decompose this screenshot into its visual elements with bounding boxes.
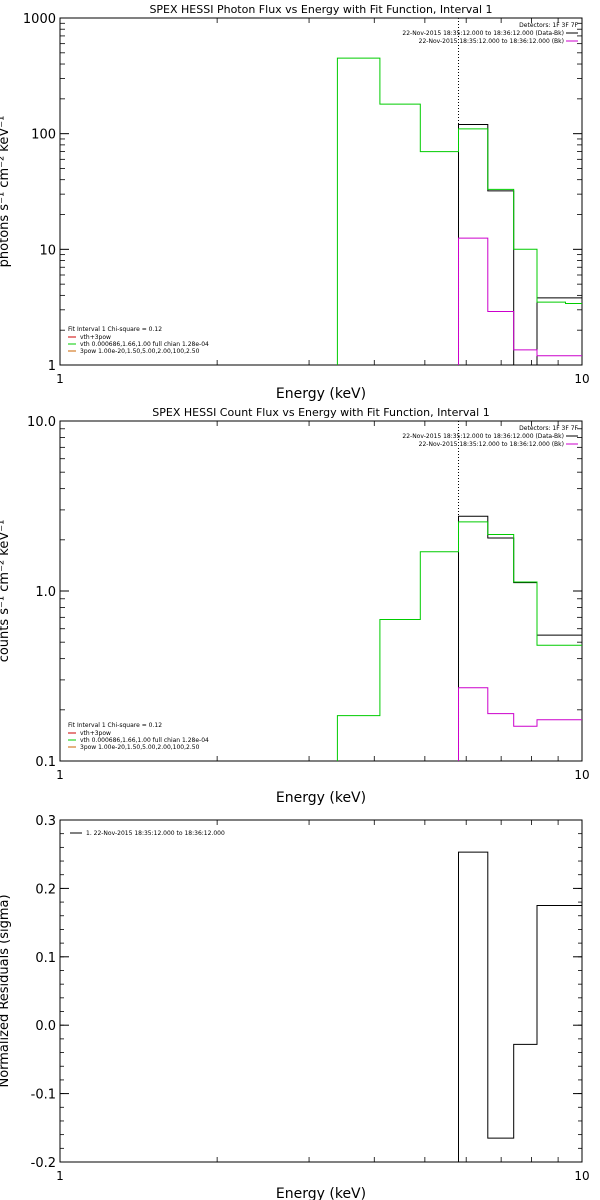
legend-entry: vth 0.000686,1.66,1.00 full chian 1.28e-…: [80, 341, 209, 348]
y-tick-label: 1.0: [35, 585, 56, 600]
plot-frame: [59, 17, 583, 366]
x-tick-label: 1: [56, 768, 64, 782]
legend-title: Detectors: 1F 3F 7F: [519, 22, 578, 29]
legend-entry: 3pow 1.00e-20,1.50,5.00,2.00,100,2.50: [80, 348, 200, 355]
x-tick-label: 10: [574, 372, 589, 386]
y-tick-label: -0.2: [31, 1156, 56, 1171]
x-minor-ticks: [216, 421, 559, 761]
legend-entry: 22-Nov-2015 18:35:12.000 to 18:36:12.000…: [402, 30, 564, 37]
legend-residuals: 1. 22-Nov-2015 18:35:12.000 to 18:36:12.…: [70, 830, 225, 837]
x-axis-label: Energy (keV): [276, 1186, 366, 1200]
y-tick-label: 0.0: [35, 1019, 56, 1034]
series-line: [336, 521, 582, 761]
series-vth-3pow: [336, 521, 582, 761]
chart-panel-3: 1 10 -0.2 -0.1 0.0 0.1 0.2 0.3 Energy (keV) Norma…: [0, 814, 590, 1200]
legend-entry: 22-Nov-2015 18:35:12.000 to 18:36:12.000…: [402, 433, 564, 440]
legend-entry: 3pow 1.00e-20,1.50,5.00,2.00,100,2.50: [80, 744, 200, 751]
y-axis-label: counts s⁻¹ cm⁻² keV⁻¹: [0, 520, 12, 663]
x-minor-ticks: [216, 18, 559, 365]
series-residuals: [458, 851, 582, 1162]
x-tick-label: 10: [574, 1169, 589, 1183]
legend-entry: 22-Nov-2015 18:35:12.000 to 18:36:12.000…: [419, 441, 564, 448]
y-tick-label: 1000: [23, 12, 56, 27]
y-tick-label: 0.1: [35, 951, 56, 966]
fit-legend-title: Fit Interval 1 Chi-square = 0.12: [68, 326, 162, 333]
series-line: [458, 237, 582, 365]
y-axis-label: Normalized Residuals (sigma): [0, 894, 12, 1087]
y-minor-ticks: [60, 819, 582, 1163]
y-tick-label: 0.2: [35, 882, 56, 897]
x-tick-label: 1: [56, 372, 64, 386]
y-tick-label: 10.0: [27, 415, 56, 430]
series-vth-3pow: [336, 57, 582, 365]
legend-entry: vth+3pow: [80, 730, 111, 737]
series-line: [458, 687, 582, 761]
y-tick-label: 100: [31, 128, 56, 143]
series-bk: [458, 237, 582, 365]
series-line: [458, 124, 582, 366]
series-line: [458, 515, 582, 761]
chart-panel-1: SPEX HESSI Photon Flux vs Energy with Fi…: [0, 3, 590, 402]
y-tick-label: 1: [48, 359, 56, 374]
y-tick-label: 0.1: [35, 755, 56, 770]
plot-frame: [59, 819, 583, 1163]
legend-entry: vth+3pow: [80, 334, 111, 341]
chart-panel-2: SPEX HESSI Count Flux vs Energy with Fit…: [0, 406, 590, 806]
x-axis-label: Energy (keV): [276, 386, 366, 402]
legend-entry: 1. 22-Nov-2015 18:35:12.000 to 18:36:12.…: [86, 830, 225, 837]
fit-legend-title: Fit Interval 1 Chi-square = 0.12: [68, 722, 162, 729]
x-axis-label: Energy (keV): [276, 790, 366, 806]
legend-entry: vth 0.000686,1.66,1.00 full chian 1.28e-…: [80, 737, 209, 744]
x-tick-label: 1: [56, 1169, 64, 1183]
y-minor-ticks: [60, 22, 582, 331]
x-minor-ticks: [216, 820, 559, 1162]
y-minor-ticks: [60, 428, 582, 711]
chart-title: SPEX HESSI Photon Flux vs Energy with Fi…: [149, 3, 492, 16]
series-data-bk: [458, 515, 582, 761]
series-line: [458, 851, 582, 1162]
legend-left: Fit Interval 1 Chi-square = 0.12vth+3pow…: [68, 722, 209, 751]
series-bk: [458, 687, 582, 761]
x-tick-label: 10: [574, 768, 589, 782]
y-axis-label: photons s⁻¹ cm⁻² keV⁻¹: [0, 116, 12, 268]
series-line: [336, 57, 582, 365]
y-tick-label: -0.1: [31, 1088, 56, 1103]
legend-entry: 22-Nov-2015 18:35:12.000 to 18:36:12.000…: [419, 38, 564, 45]
plot-frame: [59, 420, 583, 762]
y-tick-label: 0.3: [35, 814, 56, 829]
chart-title: SPEX HESSI Count Flux vs Energy with Fit…: [152, 406, 489, 419]
legend-title: Detectors: 1F 3F 7F: [519, 425, 578, 432]
y-tick-label: 10: [39, 243, 56, 258]
series-data-bk: [458, 124, 582, 366]
legend-left: Fit Interval 1 Chi-square = 0.12vth+3pow…: [68, 326, 209, 355]
